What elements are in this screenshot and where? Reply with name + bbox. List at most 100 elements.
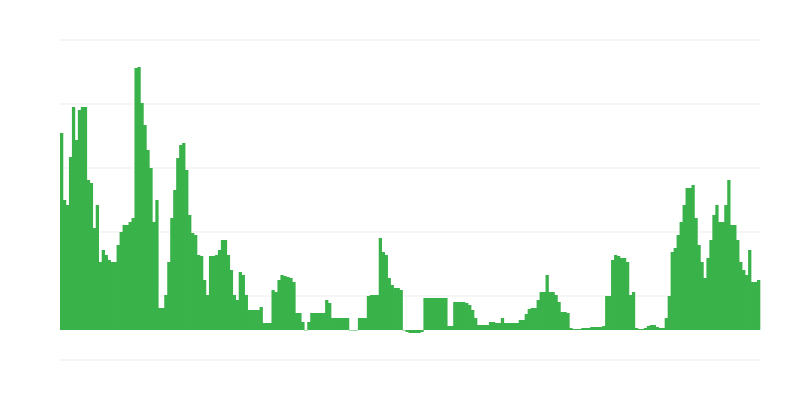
bar [426,298,430,330]
bar [366,296,371,330]
bar [271,290,275,330]
bar [530,308,534,330]
bar [77,110,82,330]
bar [465,303,469,330]
bar [611,260,615,330]
bar [202,280,207,330]
bar [289,278,293,330]
bar [101,250,105,330]
bar [423,298,427,330]
bar [259,307,263,330]
bar [89,183,94,330]
bar [566,313,570,330]
bar [414,330,418,333]
bar [664,318,668,330]
bar [80,107,85,330]
bar [244,295,248,330]
bar [480,325,484,330]
bar [328,303,332,330]
bar [232,295,237,330]
bar [721,222,725,330]
bar [587,328,591,330]
bar [503,323,508,330]
bar [739,262,743,330]
bar [521,320,525,330]
bar [569,328,573,330]
bar [179,145,183,330]
bar [342,318,347,330]
bar [223,240,228,330]
bar [384,255,388,330]
bar [590,327,594,330]
bar [229,270,234,330]
bar [176,158,180,330]
bar [542,292,546,330]
bar [515,323,520,330]
bars [60,67,761,333]
bar [608,296,612,330]
bar [617,256,621,330]
bar [143,125,147,330]
bar [378,238,383,330]
bar [197,255,201,330]
bar [500,318,505,330]
bar [444,298,448,330]
bar [730,225,734,330]
bar [625,262,630,330]
bar [578,329,582,330]
bar [191,233,195,330]
bar [62,200,67,330]
bar [164,295,168,330]
bar [396,288,400,330]
bar [652,325,657,330]
bar [268,323,272,330]
bar [667,296,671,330]
bar [208,256,213,330]
bar [736,240,740,330]
bar [456,302,460,330]
bar [340,318,344,330]
bar [319,313,323,330]
bar [605,296,609,330]
bar [527,309,531,330]
bar [119,232,123,330]
bar [345,318,350,330]
bar [602,326,606,330]
bar [539,292,543,330]
bar [116,245,120,330]
bar [622,258,627,330]
bar [140,103,144,330]
bar [468,305,472,330]
bar [71,107,76,330]
bar [620,258,624,330]
bar [754,282,758,330]
bar [295,313,299,330]
bar [194,235,198,330]
bar [572,329,576,330]
bar [167,262,171,330]
bar [113,262,117,330]
bar [220,240,225,330]
bar [298,313,302,330]
bar [751,282,755,330]
bar [262,323,266,330]
bar [155,200,159,330]
bar [670,252,674,330]
bar [697,245,701,330]
bar [599,327,603,330]
bar [551,292,555,330]
bar [226,255,231,330]
bar [110,262,114,330]
bar [596,327,600,330]
bar [560,312,564,330]
bar [557,302,561,330]
bar [369,295,374,330]
bar [387,278,391,330]
bar [128,222,132,330]
bar [322,313,326,330]
bar [709,240,713,330]
bar [158,308,162,330]
bar [381,252,385,330]
bar [247,310,251,330]
bar [122,225,126,330]
